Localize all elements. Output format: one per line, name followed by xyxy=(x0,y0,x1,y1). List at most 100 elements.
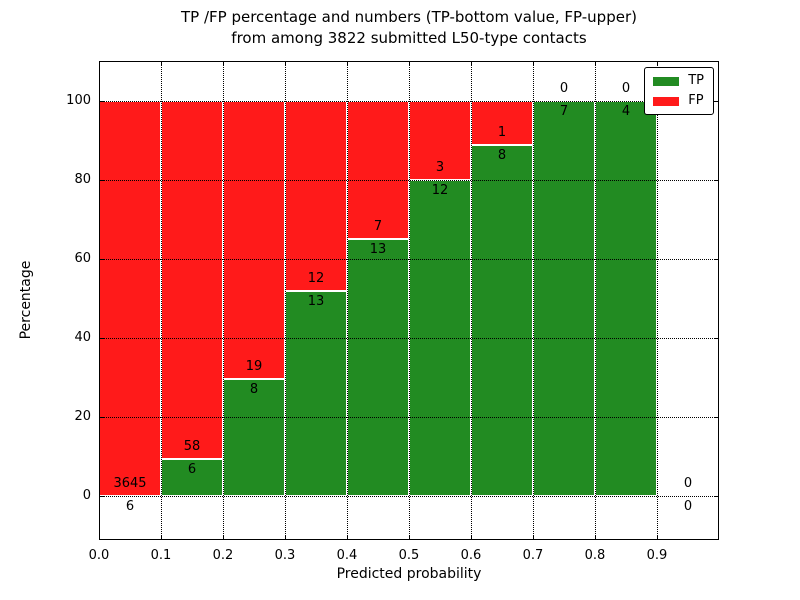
x-axis-label: Predicted probability xyxy=(336,566,482,582)
chart-title-line1: TP /FP percentage and numbers (TP-bottom… xyxy=(181,8,637,26)
bar-label-fp: 0 xyxy=(621,80,631,96)
legend-swatch-tp-icon xyxy=(653,76,680,86)
legend-swatch-fp-icon xyxy=(653,96,680,106)
gridline-v xyxy=(347,61,348,540)
bar-label-fp: 0 xyxy=(683,476,693,492)
legend-label-fp: FP xyxy=(688,93,704,108)
x-tick-label: 0.8 xyxy=(584,548,606,563)
bar-segment-tp xyxy=(533,100,595,497)
bar-label-tp: 0 xyxy=(683,499,693,515)
tick-mark xyxy=(714,417,719,419)
gridline-v xyxy=(161,61,162,540)
x-tick-label: 0.3 xyxy=(274,548,296,563)
y-tick-label: 100 xyxy=(66,92,91,108)
x-tick-label: 0.7 xyxy=(522,548,544,563)
legend-label-tp: TP xyxy=(688,73,704,88)
x-tick-label: 0.1 xyxy=(150,548,172,563)
bar-label-tp: 13 xyxy=(307,293,325,309)
bar-label-tp: 12 xyxy=(431,182,449,198)
tick-mark xyxy=(409,61,410,66)
tick-mark xyxy=(409,535,410,540)
bar-label-fp: 3645 xyxy=(113,475,147,491)
bar-segment-fp xyxy=(223,100,285,380)
y-tick-label: 60 xyxy=(74,250,91,266)
tick-mark xyxy=(657,61,658,66)
bar-segment-fp xyxy=(285,100,347,291)
gridline-v xyxy=(657,61,658,540)
gridline-v xyxy=(471,61,472,540)
gridline-v xyxy=(533,61,534,540)
y-tick-label: 0 xyxy=(82,488,91,504)
tick-mark xyxy=(657,535,658,540)
tick-mark xyxy=(533,535,534,540)
legend: TP FP xyxy=(644,67,714,115)
y-tick-label: 80 xyxy=(74,171,91,187)
tick-mark xyxy=(285,535,286,540)
bar-label-fp: 1 xyxy=(497,124,507,140)
bar-label-fp: 0 xyxy=(559,80,569,96)
tick-mark xyxy=(533,61,534,66)
tick-mark xyxy=(161,61,162,66)
x-tick-label: 0.5 xyxy=(398,548,420,563)
tick-mark xyxy=(99,535,100,540)
tick-mark xyxy=(347,61,348,66)
bar-segment-fp xyxy=(161,100,223,460)
tick-mark xyxy=(285,61,286,66)
tick-mark xyxy=(471,535,472,540)
bar-label-tp: 8 xyxy=(497,147,507,163)
legend-entry-fp: FP xyxy=(653,94,704,108)
y-axis-label: Percentage xyxy=(18,260,34,340)
bar-segment-tp xyxy=(471,144,533,497)
tick-mark xyxy=(99,417,104,419)
gridline-v xyxy=(595,61,596,540)
bar-label-tp: 6 xyxy=(125,498,135,514)
gridline-v xyxy=(223,61,224,540)
tick-mark xyxy=(714,179,719,181)
tick-mark xyxy=(161,535,162,540)
bar-label-fp: 3 xyxy=(435,159,445,175)
tick-mark xyxy=(714,100,719,102)
x-tick-label: 0.6 xyxy=(460,548,482,563)
tick-mark xyxy=(714,496,719,498)
tick-mark xyxy=(223,535,224,540)
tick-mark xyxy=(99,496,104,498)
gridline-v xyxy=(285,61,286,540)
tick-mark xyxy=(99,61,100,66)
tick-mark xyxy=(223,61,224,66)
bar-label-tp: 6 xyxy=(187,462,197,478)
tick-mark xyxy=(99,258,104,260)
bar-label-tp: 8 xyxy=(249,382,259,398)
tick-mark xyxy=(595,535,596,540)
x-tick-label: 0.2 xyxy=(212,548,234,563)
chart-title-line2: from among 3822 submitted L50-type conta… xyxy=(231,29,587,47)
bar-segment-fp xyxy=(99,100,161,496)
bar-label-fp: 12 xyxy=(307,270,325,286)
x-tick-label: 0.0 xyxy=(88,548,110,563)
tick-mark xyxy=(595,61,596,66)
tick-mark xyxy=(714,338,719,340)
bar-segment-tp xyxy=(595,100,657,497)
bar-segment-tp xyxy=(285,290,347,497)
tick-mark xyxy=(99,179,104,181)
tick-mark xyxy=(471,61,472,66)
bar-label-tp: 4 xyxy=(621,103,631,119)
bar-segment-tp xyxy=(347,239,409,497)
bar-label-fp: 19 xyxy=(245,359,263,375)
legend-entry-tp: TP xyxy=(653,74,704,88)
plot-area: TP FP 3645 6 58 6 19 8 12 13 7 13 3 12 1 8 0 7 0 4 0 0 xyxy=(99,61,719,540)
chart-title: TP /FP percentage and numbers (TP-bottom… xyxy=(99,7,719,49)
bar-label-fp: 7 xyxy=(373,219,383,235)
tick-mark xyxy=(714,258,719,260)
y-tick-label: 20 xyxy=(74,409,91,425)
y-tick-label: 40 xyxy=(74,330,91,346)
x-tick-label: 0.9 xyxy=(646,548,668,563)
bar-label-fp: 58 xyxy=(183,439,201,455)
gridline-v xyxy=(409,61,410,540)
tick-mark xyxy=(99,100,104,102)
bar-label-tp: 7 xyxy=(559,103,569,119)
bar-label-tp: 13 xyxy=(369,242,387,258)
x-tick-label: 0.4 xyxy=(336,548,358,563)
tick-mark xyxy=(99,338,104,340)
tick-mark xyxy=(347,535,348,540)
